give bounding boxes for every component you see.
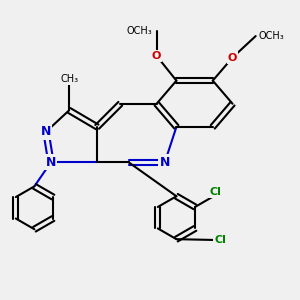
Text: Cl: Cl bbox=[209, 187, 221, 197]
Text: CH₃: CH₃ bbox=[60, 74, 78, 84]
Text: OCH₃: OCH₃ bbox=[259, 31, 285, 41]
Text: O: O bbox=[152, 51, 161, 61]
Text: N: N bbox=[46, 156, 56, 169]
Text: O: O bbox=[228, 52, 237, 62]
Text: N: N bbox=[160, 156, 170, 169]
Text: N: N bbox=[41, 125, 51, 138]
Text: OCH₃: OCH₃ bbox=[127, 26, 153, 36]
Text: Cl: Cl bbox=[214, 235, 226, 245]
